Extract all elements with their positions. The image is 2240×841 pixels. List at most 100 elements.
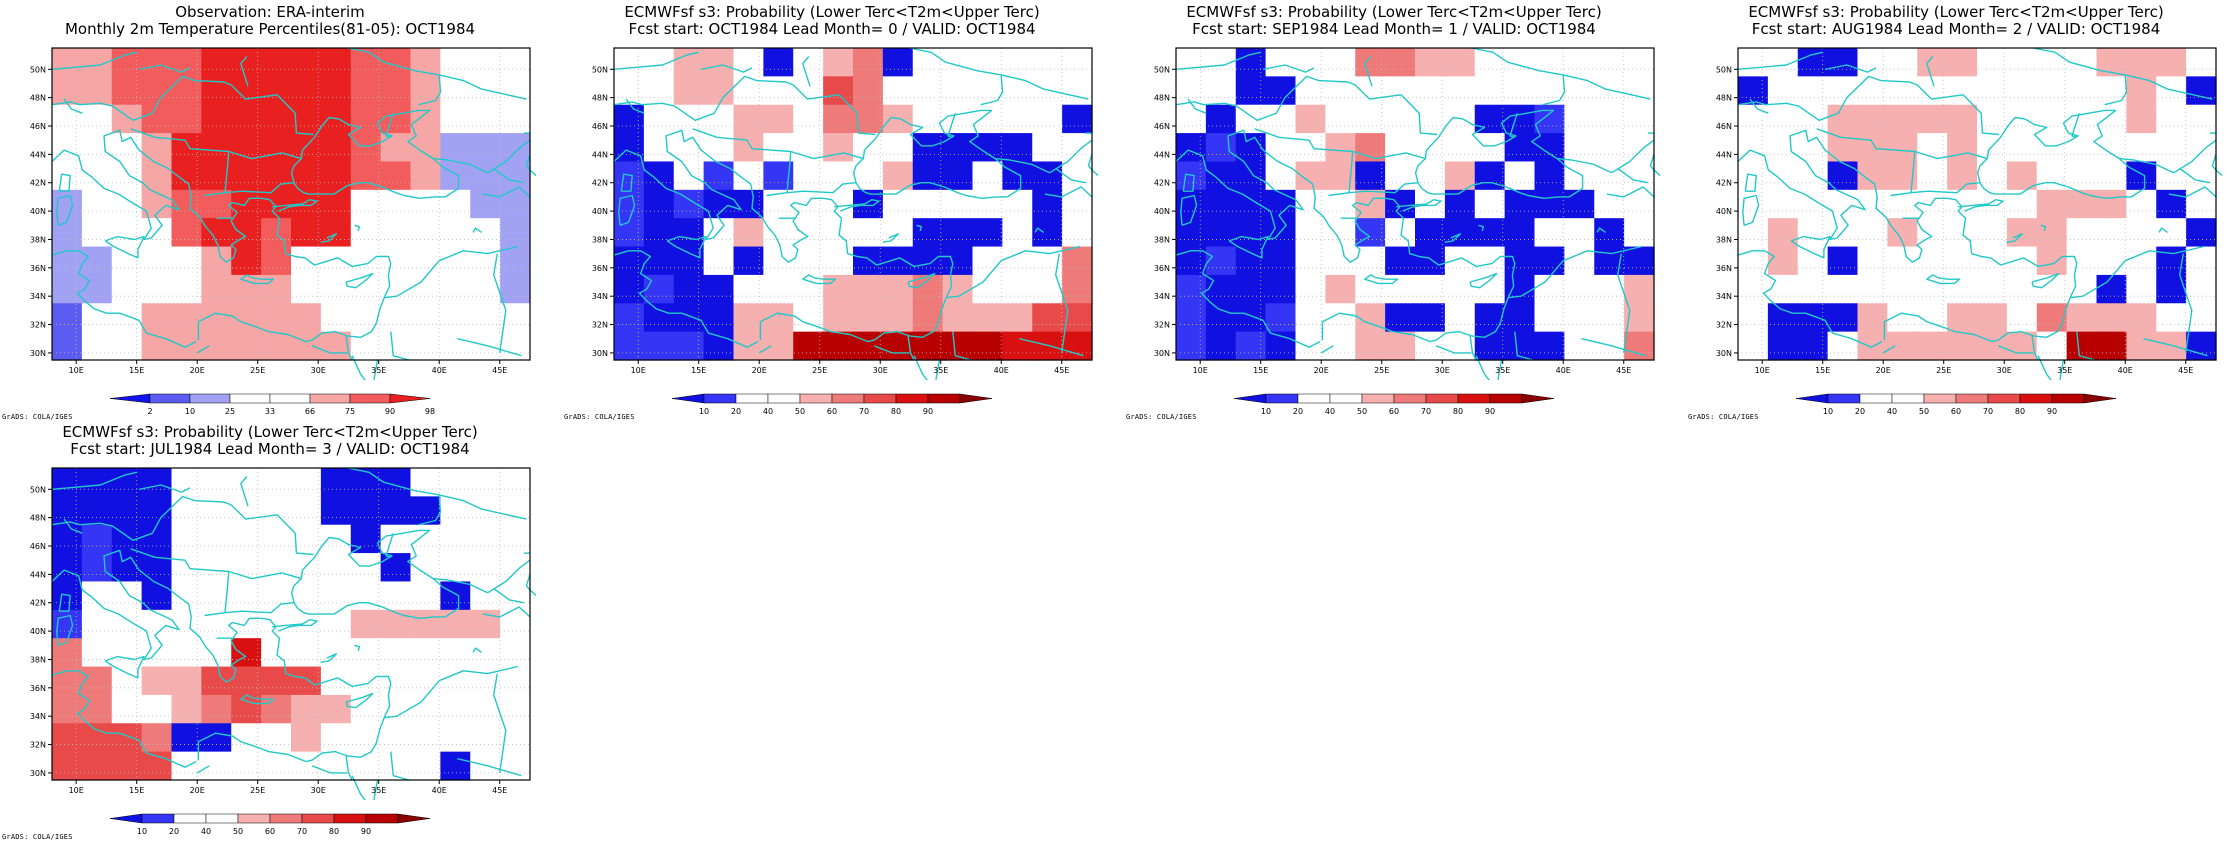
coastline-segment xyxy=(487,559,531,594)
coastlines xyxy=(51,47,536,380)
coastline-segment xyxy=(1444,233,1462,243)
coastline-segment xyxy=(838,94,876,136)
map-grid-cell xyxy=(2186,274,2217,304)
coastline-segment xyxy=(1737,250,1883,348)
map-grid-cell xyxy=(231,751,262,781)
map-grid-cell xyxy=(171,524,202,554)
coastline-segment xyxy=(692,128,792,197)
map-grid-cell xyxy=(703,48,735,77)
map-grid-cell xyxy=(52,468,83,497)
map-grid-cell xyxy=(470,723,501,753)
coastline-segment xyxy=(1926,56,1935,87)
coastline-segment xyxy=(196,765,210,774)
coastline-segment xyxy=(1958,198,2004,212)
coastline-segment xyxy=(1497,359,1503,380)
coastline-segment xyxy=(786,182,857,194)
map-grid-cell xyxy=(141,666,173,696)
map-grid-cell xyxy=(1738,218,1769,248)
coastlines xyxy=(51,467,536,800)
coastline-segment xyxy=(311,345,348,354)
map-grid-cell xyxy=(410,751,441,781)
map-grid-cell xyxy=(972,331,1003,361)
colorbar-label: 90 xyxy=(923,407,933,416)
map-grid-cell xyxy=(1385,133,1416,163)
map-grid-cell xyxy=(1564,76,1595,106)
coastline-segment xyxy=(351,355,366,380)
colorbar-label: 50 xyxy=(795,407,805,416)
coastline-segment xyxy=(618,194,636,226)
map-grid-cell xyxy=(500,666,531,696)
coastline-segment xyxy=(1976,109,2146,200)
coastline-segment xyxy=(2125,74,2213,100)
map-grid-cell xyxy=(793,331,824,361)
panel-title-line2: Fcst start: SEP1984 Lead Month= 1 / VALI… xyxy=(1192,20,1596,38)
colorbar-label: 70 xyxy=(297,827,307,836)
map-grid-cell xyxy=(470,274,501,304)
map-grid-cell xyxy=(614,48,645,77)
map-grid-cell xyxy=(882,274,914,304)
map-grid-cell xyxy=(1002,133,1033,163)
coastline-segment xyxy=(347,47,442,106)
map-grid-cell xyxy=(440,581,471,611)
map-grid-cell xyxy=(52,303,83,333)
map-grid-cell xyxy=(2066,161,2098,191)
map-grid-cell xyxy=(380,218,412,248)
coastline-segment xyxy=(1414,109,1584,200)
map-grid-cell xyxy=(261,553,292,583)
map-grid-cell xyxy=(81,524,113,554)
colorbar-swatch xyxy=(1521,393,1555,404)
lon-tick-label: 35E xyxy=(371,366,386,375)
coastline-segment xyxy=(1914,150,1988,160)
colorbar-swatch xyxy=(1457,393,1491,404)
colorbar-label: 50 xyxy=(1357,407,1367,416)
coastline-segment xyxy=(1882,345,1896,354)
coastline-segment xyxy=(1001,74,1089,100)
map-grid-cell xyxy=(1947,189,1978,219)
map-grid-cell xyxy=(1947,104,1978,134)
map-grid-cell xyxy=(643,133,675,163)
coastline-segment xyxy=(1364,274,1399,285)
map-grid-cell xyxy=(2066,76,2098,106)
colorbar-label: 40 xyxy=(201,827,211,836)
map-grid-cell xyxy=(261,468,292,497)
coastline-segment xyxy=(197,312,307,343)
map-grid-cell xyxy=(703,274,735,304)
map-grid-cell xyxy=(1205,189,1237,219)
coastline-segment xyxy=(457,758,522,777)
map-grid-cell xyxy=(1385,104,1416,134)
colorbar-swatch xyxy=(1955,393,1989,404)
map-grid-cell xyxy=(1827,104,1859,134)
color-bar: 2 10 25 33 66 75 90 98 xyxy=(109,393,435,416)
lat-tick-label: 50N xyxy=(1716,65,1732,74)
map-grid-cell xyxy=(201,104,232,134)
map-grid-cell xyxy=(2096,218,2127,248)
coastline-segment xyxy=(228,150,302,160)
map-grid-cell xyxy=(440,468,471,497)
coastline-segment xyxy=(2059,359,2065,380)
map-grid-cell xyxy=(1062,161,1093,191)
coastline-segment xyxy=(51,471,137,490)
map-grid-cell xyxy=(261,76,292,106)
map-grid-cell xyxy=(1235,218,1267,248)
map-grid-cell xyxy=(1827,48,1859,77)
color-bar: 10 20 40 50 60 70 80 90 xyxy=(671,393,993,416)
map-grid-cell xyxy=(261,331,292,361)
coastline-segment xyxy=(51,517,162,542)
lat-tick-label: 40N xyxy=(30,627,46,636)
map-grid-cell xyxy=(2186,104,2217,134)
colorbar-swatch xyxy=(1233,393,1267,404)
map-grid-cell xyxy=(1176,76,1207,106)
coastline-segment xyxy=(1352,150,1426,160)
panel-lead3: ECMWFsf s3: Probability (Lower Terc<T2m<… xyxy=(0,420,540,841)
map-grid-cell xyxy=(350,496,382,526)
lat-tick-label: 30N xyxy=(592,349,608,358)
coastline-segment xyxy=(1617,253,1631,353)
map-grid-cell xyxy=(643,104,675,134)
map-grid-cell xyxy=(972,274,1003,304)
map-grid-cell xyxy=(350,189,382,219)
map-grid-cell xyxy=(1738,48,1769,77)
colorbar-label: 50 xyxy=(233,827,243,836)
map-grid-cell xyxy=(111,303,143,333)
coastline-segment xyxy=(1469,335,1477,361)
map-grid-cell xyxy=(1355,331,1386,361)
